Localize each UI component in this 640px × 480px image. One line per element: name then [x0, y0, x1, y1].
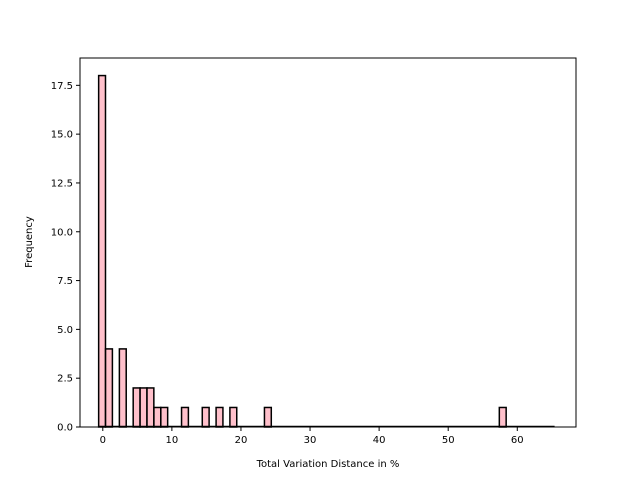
histogram-bar — [153, 406, 162, 428]
histogram-bar — [229, 406, 238, 428]
histogram-bar — [201, 406, 210, 428]
x-tick-label: 10 — [166, 435, 179, 446]
y-tick-label: 2.5 — [57, 374, 73, 385]
histogram-bar — [97, 74, 107, 428]
plot-area-frame — [79, 57, 577, 428]
histogram-bar — [104, 348, 114, 428]
y-tick-label: 7.5 — [57, 276, 73, 287]
histogram-bar — [498, 406, 507, 428]
x-tick-label: 20 — [235, 435, 248, 446]
y-axis-ticks: 0.0 2.5 5.0 7.5 10.0 12.5 15.0 17.5 — [51, 81, 80, 434]
y-tick-label: 15.0 — [51, 130, 73, 141]
y-tick-label: 5.0 — [57, 325, 73, 336]
histogram-bar — [263, 406, 273, 428]
histogram-bar — [146, 387, 155, 428]
histogram-bar — [132, 387, 141, 428]
y-tick-label: 12.5 — [51, 178, 73, 189]
y-axis-label: Frequency — [24, 216, 35, 268]
histogram-bar — [160, 406, 169, 428]
x-axis-label: Total Variation Distance in % — [256, 459, 400, 470]
histogram-bar — [215, 406, 224, 428]
histogram-bars — [97, 74, 507, 428]
y-tick-label: 0.0 — [57, 423, 73, 434]
x-tick-label: 50 — [442, 435, 455, 446]
y-tick-label: 10.0 — [51, 227, 73, 238]
x-tick-label: 60 — [511, 435, 524, 446]
histogram-bar — [118, 348, 127, 428]
x-axis-ticks: 0 10 20 30 40 50 60 — [100, 427, 524, 446]
x-tick-label: 40 — [373, 435, 386, 446]
x-tick-label: 30 — [304, 435, 317, 446]
histogram-bar — [139, 387, 148, 428]
x-tick-label: 0 — [100, 435, 106, 446]
y-tick-label: 17.5 — [51, 81, 73, 92]
histogram-bar — [180, 406, 190, 428]
